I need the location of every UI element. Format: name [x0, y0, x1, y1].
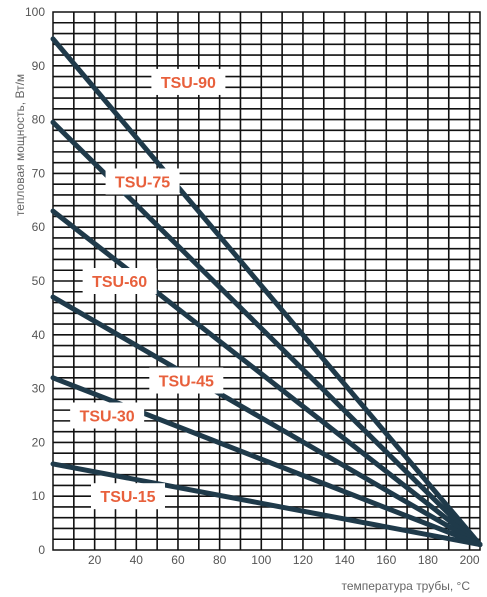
series-labels: TSU-90 TSU-75 TSU-60 TSU-45 TSU-30 TSU-15 — [70, 68, 226, 510]
series-label-box — [105, 168, 180, 195]
y-tick-label: 100 — [25, 5, 45, 19]
series-line-tsu-15 — [50, 461, 483, 548]
series-label-box — [90, 483, 165, 510]
series-label-text: TSU-75 — [115, 174, 170, 191]
x-axis-title: температура трубы, °С — [341, 579, 470, 593]
y-tick-label: 70 — [32, 166, 46, 180]
y-tick-label: 20 — [32, 435, 46, 449]
series-line-tsu-45 — [50, 294, 483, 548]
series-line-tsu-90 — [50, 36, 483, 548]
y-tick-label: 90 — [32, 59, 46, 73]
series-label-tsu-15: TSU-15 — [90, 483, 165, 510]
x-tick-label: 160 — [376, 553, 396, 567]
x-tick-label: 200 — [460, 553, 480, 567]
series-label-box — [82, 268, 157, 294]
y-tick-label: 60 — [32, 220, 46, 234]
series-label-text: TSU-15 — [100, 489, 155, 506]
y-tick-label: 30 — [32, 382, 46, 396]
x-tick-label: 120 — [293, 553, 313, 567]
series-label-box — [151, 68, 226, 95]
series-label-text: TSU-45 — [159, 374, 214, 391]
series-label-tsu-45: TSU-45 — [149, 367, 224, 394]
x-tick-label: 180 — [418, 553, 438, 567]
y-tick-label: 0 — [38, 543, 45, 557]
series-label-text: TSU-60 — [92, 274, 147, 291]
series-label-tsu-30: TSU-30 — [70, 402, 145, 429]
x-tick-label: 40 — [130, 553, 144, 567]
x-tick-label: 80 — [213, 553, 227, 567]
x-axis-ticks: 20 40 60 80 100 120 140 160 180 200 — [88, 553, 480, 567]
x-tick-label: 60 — [171, 553, 185, 567]
series-label-tsu-75: TSU-75 — [105, 168, 180, 195]
series-label-tsu-90: TSU-90 — [151, 68, 226, 95]
y-tick-label: 80 — [32, 113, 46, 127]
x-tick-label: 100 — [251, 553, 271, 567]
y-axis-title: тепловая мощность, Вт/м — [13, 74, 27, 216]
series-line-tsu-60 — [50, 208, 483, 548]
series-label-text: TSU-90 — [161, 75, 216, 92]
y-tick-label: 40 — [32, 328, 46, 342]
y-tick-label: 10 — [32, 489, 46, 503]
y-axis-ticks: 0 10 20 30 40 50 60 70 80 90 100 — [25, 5, 45, 557]
x-tick-label: 20 — [88, 553, 102, 567]
y-tick-label: 50 — [32, 274, 46, 288]
series-label-box — [70, 402, 145, 429]
series-label-tsu-60: TSU-60 — [82, 268, 157, 294]
series-label-box — [149, 367, 224, 394]
series-label-text: TSU-30 — [80, 409, 135, 426]
x-tick-label: 140 — [335, 553, 355, 567]
